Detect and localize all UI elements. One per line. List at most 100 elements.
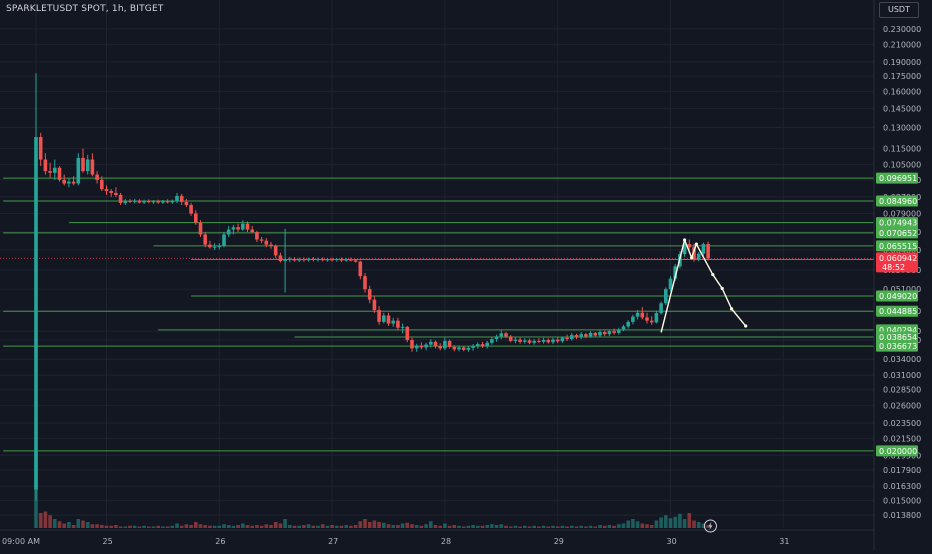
volume-bar <box>259 525 264 528</box>
volume-bar <box>142 525 146 528</box>
volume-bar <box>245 525 250 528</box>
candle-body <box>607 331 612 335</box>
candle-body <box>626 321 630 327</box>
countdown-label: 48:52 <box>882 263 905 272</box>
candle-body <box>537 340 541 342</box>
candle-body <box>635 312 640 317</box>
price-tick-label: 0.175000 <box>883 72 921 81</box>
volume-bar <box>438 525 442 528</box>
volume-bar <box>85 522 90 528</box>
level-tag <box>876 290 918 302</box>
candle-body <box>617 329 621 333</box>
volume-bar <box>410 524 414 528</box>
level-tag-label: 0.049020 <box>879 292 917 301</box>
currency-button[interactable]: USDT <box>879 2 919 18</box>
volume-bar <box>311 525 316 528</box>
candle-body <box>217 245 222 247</box>
candle-body <box>419 345 424 348</box>
candle-body <box>297 259 301 261</box>
candle-body <box>43 159 48 172</box>
level-tag <box>876 445 918 457</box>
volume-bar <box>687 513 692 528</box>
volume-bar <box>165 526 170 528</box>
volume-bar <box>588 525 593 528</box>
candle-body <box>452 346 457 350</box>
level-tag <box>876 195 918 207</box>
candle-body <box>377 310 381 322</box>
drawing-point <box>744 324 748 328</box>
trend-drawing[interactable] <box>660 238 748 333</box>
price-tick-label: 0.105000 <box>883 160 921 169</box>
volume-bar <box>391 525 395 528</box>
lightning-icon[interactable] <box>703 519 717 533</box>
volume-bar <box>297 525 301 528</box>
candle-body <box>443 340 447 349</box>
candle-body <box>612 331 616 333</box>
volume-bar <box>250 525 254 528</box>
candle-body <box>48 171 52 173</box>
volume-bar <box>255 525 259 528</box>
candle-body <box>546 339 551 343</box>
price-tick-label: 0.079000 <box>883 210 921 219</box>
candle-body <box>499 333 504 337</box>
candle-body <box>598 332 602 336</box>
volume-bar <box>377 522 381 528</box>
candle-body <box>306 258 311 261</box>
candle-body <box>494 336 499 340</box>
volume-bar <box>598 525 602 528</box>
candle-body <box>551 339 555 343</box>
price-axis[interactable] <box>873 0 932 550</box>
candle-body <box>53 167 57 173</box>
candle-body <box>560 337 565 342</box>
volume-bar <box>306 524 311 528</box>
candle-body <box>339 259 344 261</box>
volume-bar <box>673 516 677 528</box>
level-tag <box>876 172 918 184</box>
volume-bar <box>231 525 236 528</box>
candle-body <box>405 326 410 340</box>
volume-bar <box>330 525 334 528</box>
candle-body <box>476 344 480 347</box>
candle-body <box>76 157 81 184</box>
candle-body <box>659 303 663 314</box>
volume-bar <box>95 524 99 528</box>
candle-body <box>236 227 240 230</box>
candle-body <box>363 276 367 290</box>
candle-body <box>137 200 142 203</box>
volume-bar <box>264 524 269 528</box>
time-axis[interactable]: 09:00 AM 25 26 27 28 29 30 31 <box>0 529 874 546</box>
candle-body <box>621 326 626 330</box>
candle-body <box>490 339 494 343</box>
candle-body <box>471 346 475 348</box>
time-tick-label: 30 <box>667 537 677 546</box>
volume-bar <box>344 525 348 528</box>
time-tick-label: 29 <box>554 537 564 546</box>
volume-bar <box>269 525 273 528</box>
volume-bar <box>76 519 81 528</box>
time-tick-label: 25 <box>103 537 113 546</box>
candle-body <box>574 335 579 338</box>
volume-bar <box>349 525 353 528</box>
candle-body <box>518 339 522 342</box>
candle-body <box>259 239 264 241</box>
volume-bar <box>372 520 377 528</box>
volume-bar <box>443 523 447 528</box>
level-tag-label: 0.070652 <box>879 229 917 238</box>
candle-body <box>687 244 692 248</box>
drawing-point <box>730 307 734 311</box>
level-tag <box>876 227 918 239</box>
level-tag <box>876 217 918 229</box>
volume-bar <box>123 526 128 528</box>
volume-bar <box>537 526 541 528</box>
grid-layer <box>0 0 874 528</box>
volume-bar <box>499 524 504 528</box>
volume-bar <box>494 525 499 528</box>
volume-bar <box>283 519 287 528</box>
volume-bar <box>184 524 189 528</box>
volume-bar <box>189 525 193 528</box>
candle-body <box>62 179 66 184</box>
volume-bar <box>565 526 569 528</box>
volume-bar <box>593 526 598 528</box>
